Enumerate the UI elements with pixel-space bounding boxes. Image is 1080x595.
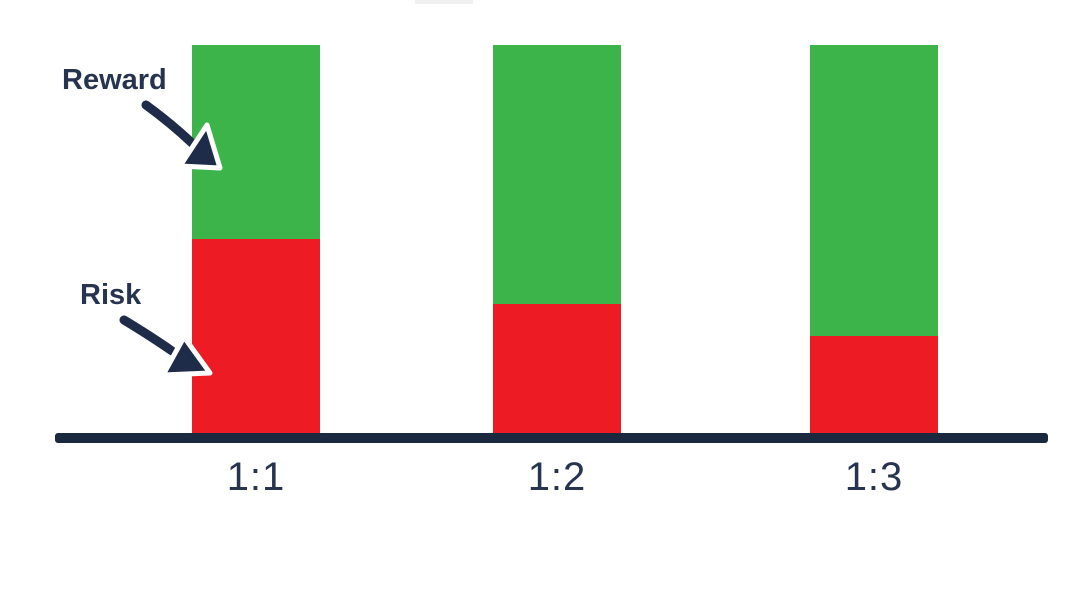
reward-segment — [810, 45, 938, 336]
reward-annotation-label: Reward — [62, 64, 167, 96]
risk-segment — [493, 303, 621, 433]
risk-annotation-label: Risk — [80, 279, 142, 311]
reward-segment — [192, 45, 320, 239]
x-tick-label: 1:2 — [527, 455, 587, 499]
bar-stack — [493, 45, 621, 433]
bar-stack — [810, 45, 938, 433]
x-axis-line — [55, 433, 1048, 443]
x-tick-label: 1:3 — [844, 455, 904, 499]
risk-segment — [810, 336, 938, 433]
bar-stack — [192, 45, 320, 433]
reward-segment — [493, 45, 621, 304]
cropped-title-artifact — [415, 0, 473, 4]
x-tick-label: 1:1 — [226, 455, 286, 499]
risk-segment — [192, 239, 320, 433]
